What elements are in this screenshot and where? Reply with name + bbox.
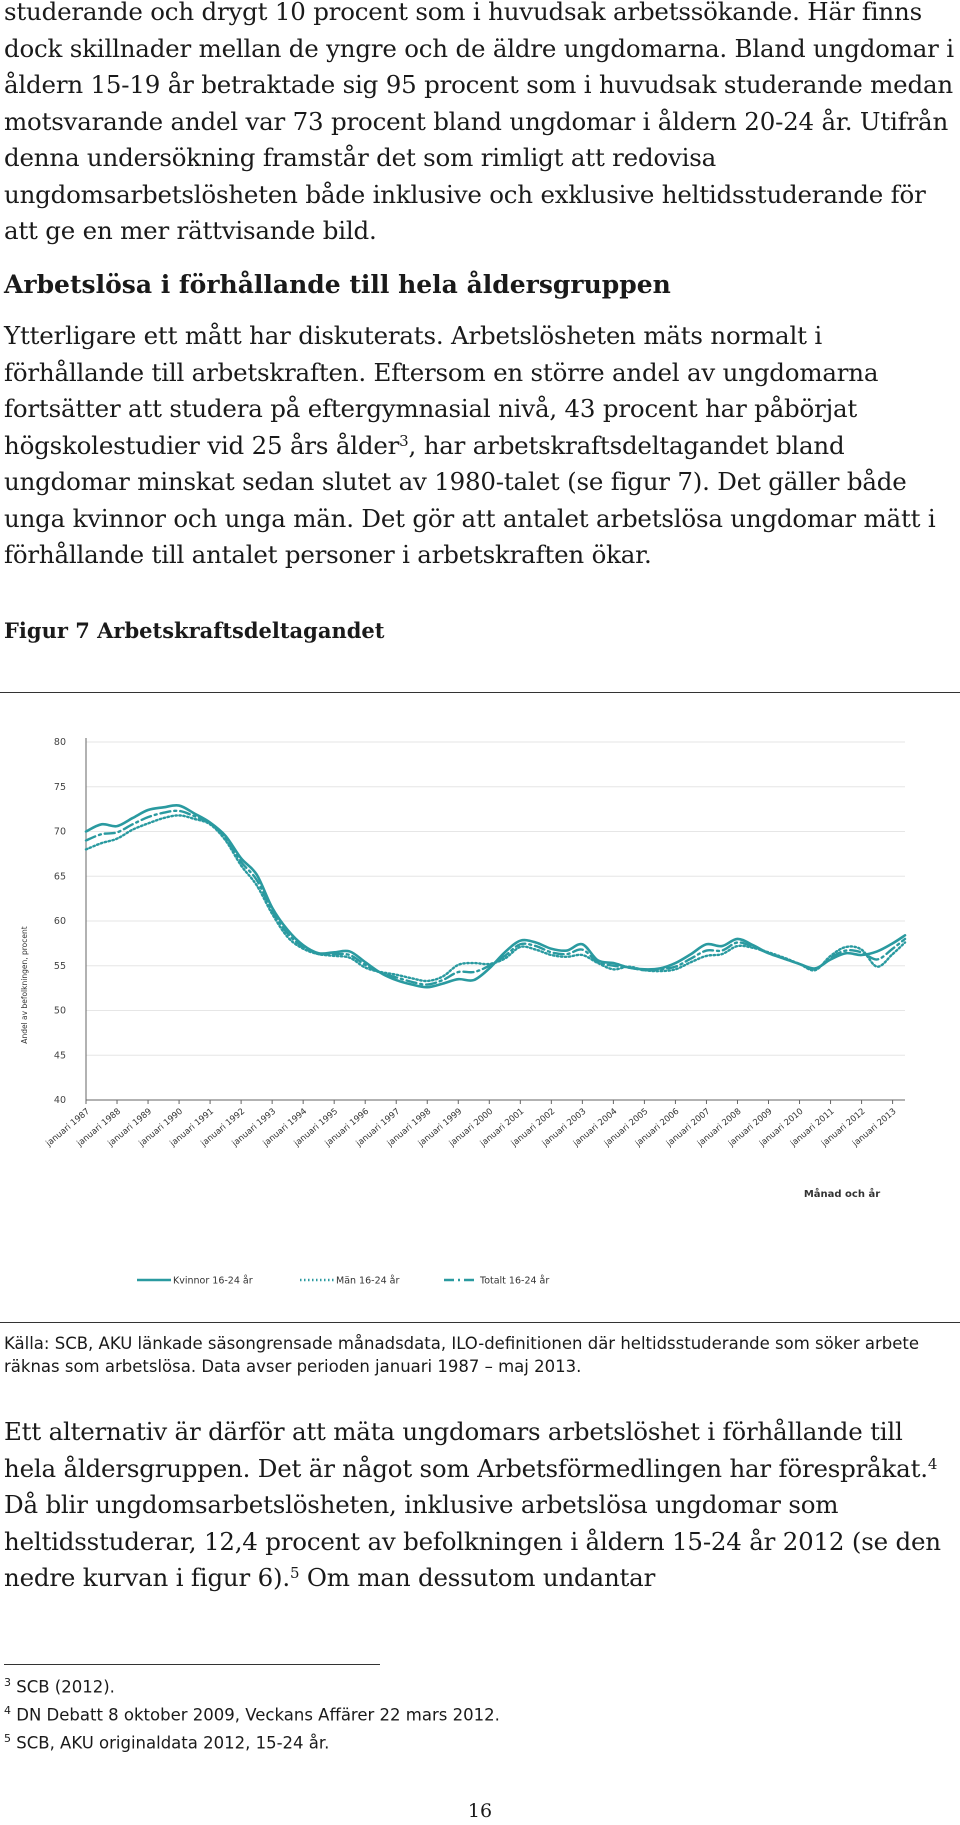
footnote-ref-4: 4 xyxy=(927,1454,938,1473)
y-tick-label: 70 xyxy=(54,827,66,838)
figure-source-note: Källa: SCB, AKU länkade säsongrensade må… xyxy=(4,1334,920,1376)
legend-label: Kvinnor 16-24 år xyxy=(173,1276,253,1287)
series-line-man xyxy=(84,814,907,983)
grid-lines xyxy=(86,741,905,1101)
footnote-separator xyxy=(4,1664,380,1665)
figure-bottom-rule xyxy=(0,1322,960,1323)
footnote-text: SCB (2012). xyxy=(16,1677,115,1697)
footnote-text: DN Debatt 8 oktober 2009, Veckans Affäre… xyxy=(16,1705,500,1725)
legend: Kvinnor 16-24 år Män 16-24 år Totalt 16-24… xyxy=(137,1276,549,1287)
y-tick-label: 60 xyxy=(54,916,66,927)
footnote-ref-5: 5 xyxy=(289,1564,300,1582)
paragraph-text: Då blir ungdomsarbetslösheten, inklusive… xyxy=(4,1490,941,1592)
x-axis-label: Månad och år xyxy=(804,1187,880,1200)
y-tick-label: 75 xyxy=(54,782,66,793)
intro-paragraph: studerande och drygt 10 procent som i hu… xyxy=(4,0,954,245)
figure-caption: Figur 7 Arbetskraftsdeltagandet xyxy=(4,618,385,643)
axes xyxy=(85,738,905,1101)
page-number: 16 xyxy=(467,1800,493,1822)
alternative-measure-paragraph: Ett alternativ är därför att mäta ungdom… xyxy=(4,1414,954,1597)
y-tick-label: 50 xyxy=(54,1006,66,1017)
y-tick-label: 80 xyxy=(54,737,66,748)
y-tick-label: 55 xyxy=(54,961,66,972)
footnote-ref-3: 3 xyxy=(399,431,409,450)
labour-participation-paragraph: Ytterligare ett mått har diskuterats. Ar… xyxy=(4,318,954,574)
y-axis-label: Andel av befolkningen, procent xyxy=(20,926,29,1043)
paragraph-text: Ytterligare ett mått har diskuterats. Ar… xyxy=(4,321,879,460)
series-line-totalt xyxy=(84,809,907,986)
series-lines xyxy=(84,803,907,989)
y-tick-labels: 40 45 50 55 60 65 70 75 80 xyxy=(54,737,66,1106)
footnote-3: 3 SCB (2012). xyxy=(4,1676,115,1697)
figure-top-rule xyxy=(0,692,960,693)
y-tick-label: 45 xyxy=(54,1050,66,1061)
paragraph-text: Om man dessutom undantar xyxy=(299,1563,656,1592)
y-tick-label: 65 xyxy=(54,871,66,882)
legend-label: Totalt 16-24 år xyxy=(479,1276,549,1287)
legend-label: Män 16-24 år xyxy=(336,1276,400,1287)
footnote-number: 5 xyxy=(4,1732,11,1745)
paragraph-text: Ett alternativ är därför att mäta ungdom… xyxy=(4,1417,928,1483)
series-line-kvinnor xyxy=(84,803,907,989)
y-tick-label: 40 xyxy=(54,1095,66,1106)
footnote-text: SCB, AKU originaldata 2012, 15-24 år. xyxy=(16,1733,330,1753)
footnote-5: 5 SCB, AKU originaldata 2012, 15-24 år. xyxy=(4,1732,329,1753)
footnote-4: 4 DN Debatt 8 oktober 2009, Veckans Affä… xyxy=(4,1704,500,1725)
section-heading: Arbetslösa i förhållande till hela ålder… xyxy=(4,270,671,299)
labour-participation-chart: 40 45 50 55 60 65 70 75 80 januari 1987 januari 1… xyxy=(0,700,960,1320)
footnote-number: 3 xyxy=(4,1676,11,1689)
paragraph-text: , har arbetskraftsdeltagandet bland ungd… xyxy=(4,430,936,570)
footnote-number: 4 xyxy=(4,1704,11,1717)
